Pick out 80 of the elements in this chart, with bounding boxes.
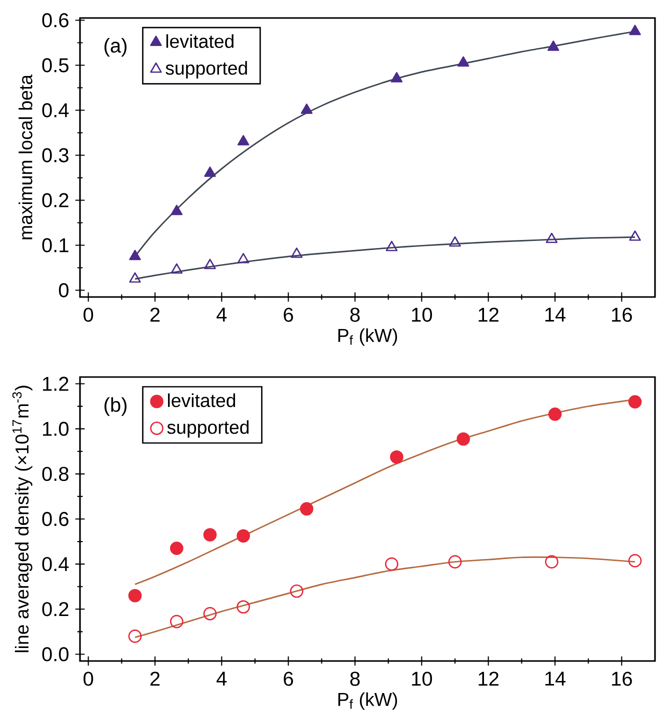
- x-tick-label: 8: [350, 308, 360, 322]
- point: [629, 230, 641, 241]
- point: [386, 240, 398, 252]
- point: [128, 588, 142, 602]
- legend-label: levitated: [166, 34, 234, 48]
- y-tick-label: 0.8: [42, 466, 68, 481]
- point: [457, 56, 470, 67]
- x-tick-label: 8: [350, 672, 360, 686]
- line-series: [134, 556, 636, 638]
- x-tick-label: 4: [216, 308, 227, 322]
- point: [203, 606, 217, 620]
- x-tick-label: 0: [84, 672, 94, 686]
- point: [129, 250, 141, 260]
- x-axis-title: P$_{f}$ (kW): [338, 328, 398, 346]
- x-tick-label: 6: [284, 672, 294, 686]
- point: [545, 555, 558, 568]
- point: [170, 263, 183, 274]
- point: [290, 248, 303, 258]
- y-tick-label: 0.2: [42, 193, 68, 208]
- x-tick-label: 16: [612, 308, 632, 322]
- point: [629, 24, 641, 36]
- y-tick-label: 0: [58, 283, 68, 298]
- x-tick-label: 14: [545, 672, 566, 686]
- y-tick-label: 0.3: [42, 148, 68, 162]
- legend-label: supported: [166, 61, 247, 78]
- point: [170, 204, 183, 216]
- point: [170, 614, 184, 628]
- x-tick-label: 4: [216, 672, 227, 686]
- y-tick-label: 1.2: [43, 376, 68, 391]
- x-tick-label: 2: [150, 308, 160, 322]
- y-tick-label: 1.0: [43, 422, 68, 436]
- line-series: [134, 236, 636, 280]
- point: [390, 450, 404, 464]
- x-tick-label: 0: [84, 308, 94, 322]
- point: [390, 72, 403, 82]
- point: [203, 528, 217, 542]
- point: [628, 554, 642, 568]
- point: [628, 395, 642, 408]
- y-tick-label: 0.1: [42, 238, 68, 252]
- point: [237, 252, 250, 264]
- point: [237, 135, 250, 146]
- y-axis-title: line averaged density (×10$^{17}$m$^{-3}$): [12, 386, 32, 652]
- point: [548, 408, 562, 421]
- x-tick-label: 6: [284, 308, 294, 322]
- y-tick-label: 0.2: [42, 602, 68, 616]
- y-tick-label: 0.5: [42, 58, 68, 72]
- point: [129, 272, 141, 283]
- x-tick-label: 14: [545, 308, 566, 322]
- point: [300, 104, 313, 114]
- point: [300, 502, 314, 516]
- x-axis-title: P$_{f}$ (kW): [338, 692, 398, 710]
- x-tick-label: 2: [150, 672, 160, 686]
- point: [236, 600, 250, 614]
- point: [204, 258, 216, 270]
- point: [449, 236, 461, 247]
- point: [385, 557, 398, 571]
- y-tick-label: 0.6: [42, 13, 68, 28]
- point: [456, 432, 470, 446]
- x-tick-label: 16: [612, 672, 632, 686]
- y-axis-title: maximum local beta: [18, 74, 32, 240]
- point: [170, 542, 184, 555]
- y-tick-label: 0.6: [42, 512, 68, 526]
- point: [290, 584, 304, 598]
- y-tick-label: 0.4: [42, 556, 69, 572]
- y-tick-label: 0.0: [42, 647, 68, 662]
- point: [128, 630, 142, 643]
- point: [204, 166, 216, 177]
- legend-label: levitated: [168, 393, 236, 408]
- x-tick-label: 10: [412, 672, 432, 686]
- annotation: (b): [104, 397, 126, 416]
- point: [546, 232, 558, 244]
- x-tick-label: 10: [412, 308, 432, 322]
- point: [547, 40, 560, 51]
- x-tick-label: 12: [478, 672, 498, 686]
- point: [448, 555, 462, 568]
- annotation: (a): [104, 38, 126, 57]
- point: [236, 529, 250, 543]
- y-tick-label: 0.4: [42, 103, 69, 118]
- legend-label: supported: [167, 420, 249, 438]
- x-tick-label: 12: [478, 308, 498, 322]
